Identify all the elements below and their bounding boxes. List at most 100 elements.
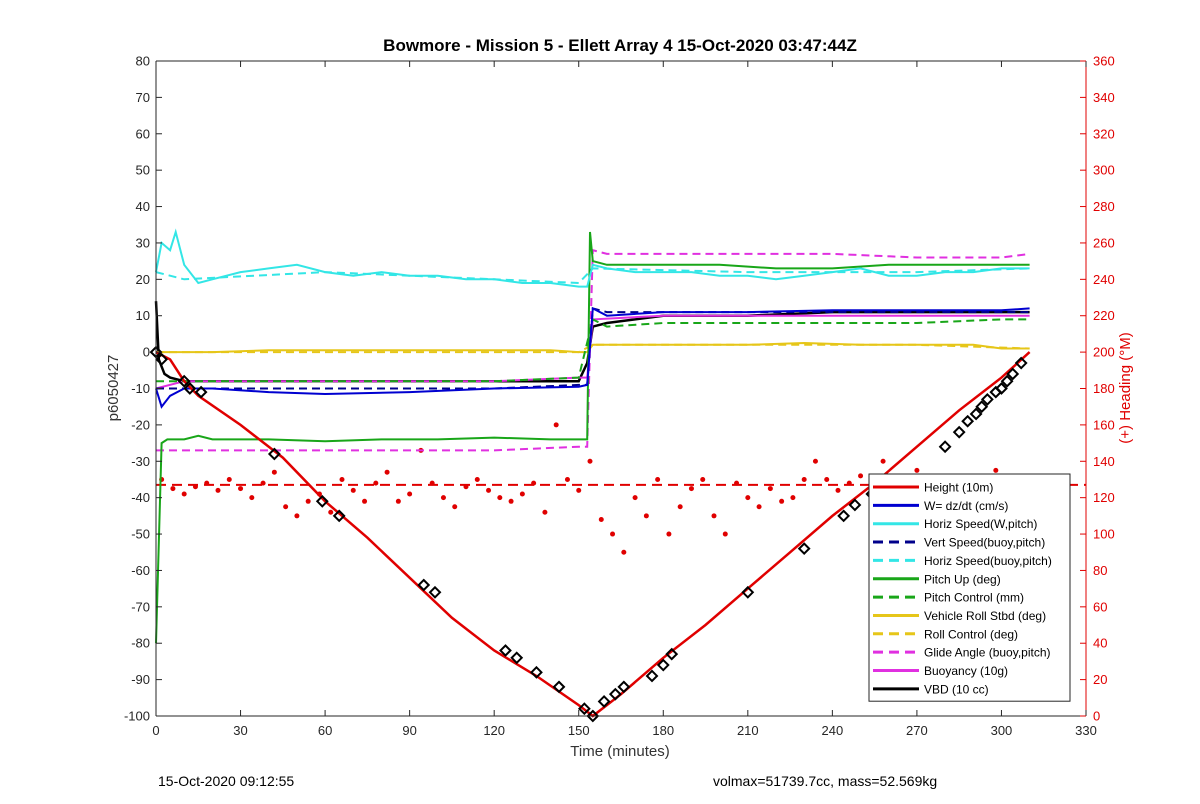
y-tick-label-left: -50: [131, 527, 150, 542]
series-horiz-speed-w-pitch: [155, 228, 1030, 288]
y-tick-label-left: -10: [131, 381, 150, 396]
waypoint-marker: [797, 542, 811, 556]
waypoint-marker: [552, 680, 566, 694]
y-tick-label-right: 120: [1093, 490, 1115, 505]
x-tick-label: 240: [822, 723, 844, 738]
x-tick-label: 330: [1075, 723, 1097, 738]
y-tick-label-right: 240: [1093, 272, 1115, 287]
y-tick-label-left: -30: [131, 454, 150, 469]
y-tick-label-right: 300: [1093, 163, 1115, 178]
heading-point: [812, 458, 818, 464]
heading-point: [452, 504, 458, 510]
heading-point: [564, 476, 570, 482]
y-axis-label-right: (+) Heading (°M): [1117, 332, 1134, 443]
y-tick-label-left: -80: [131, 636, 150, 651]
y-tick-label-right: 320: [1093, 126, 1115, 141]
heading-point: [666, 531, 672, 537]
heading-point: [711, 513, 717, 519]
waypoint-marker: [969, 407, 983, 421]
heading-point: [745, 495, 751, 501]
waypoint-marker: [417, 578, 431, 592]
footer-date: 15-Oct-2020 09:12:55: [158, 773, 295, 789]
legend: Height (10m) W= dz/dt (cm/s) Horiz Speed(W…: [868, 473, 1071, 702]
heading-point: [283, 504, 289, 510]
waypoint-marker: [155, 352, 169, 366]
y-tick-label-right: 260: [1093, 235, 1115, 250]
waypoint-marker: [510, 651, 524, 665]
heading-point: [542, 509, 548, 515]
heading-point: [632, 495, 638, 501]
heading-point: [486, 487, 492, 493]
y-tick-label-left: -100: [124, 709, 150, 724]
heading-point: [407, 491, 413, 497]
heading-point: [655, 476, 661, 482]
heading-point: [339, 476, 345, 482]
heading-point: [756, 504, 762, 510]
series-vehicle-roll-stbd-deg: [156, 341, 1030, 354]
heading-point: [722, 531, 728, 537]
x-tick-label: 180: [652, 723, 674, 738]
waypoint-marker: [597, 695, 611, 708]
waypoint-marker: [656, 658, 670, 672]
heading-point: [474, 476, 480, 482]
heading-point: [858, 473, 864, 479]
waypoint-marker: [499, 644, 512, 657]
y-tick-label-right: 180: [1093, 381, 1115, 396]
waypoint-marker: [194, 385, 208, 399]
y-tick-label-left: 60: [136, 126, 150, 141]
legend-entry: Horiz Speed(W,pitch): [924, 517, 1037, 531]
x-tick-label: 210: [737, 723, 759, 738]
heading-point: [294, 513, 300, 519]
heading-point: [463, 484, 469, 490]
y-tick-label-right: 60: [1093, 599, 1107, 614]
heading-point: [238, 486, 244, 492]
y-tick-label-right: 0: [1093, 709, 1100, 724]
legend-entry: Horiz Speed(buoy,pitch): [924, 554, 1052, 568]
waypoint-marker: [267, 447, 281, 461]
series-glide-angle-buoy-pitch: [156, 248, 1030, 452]
heading-point: [362, 498, 368, 504]
waypoint-marker: [980, 393, 994, 406]
legend-entry: Roll Control (deg): [924, 627, 1018, 641]
legend-entry: Pitch Up (deg): [924, 572, 1001, 586]
y-tick-label-left: 80: [136, 54, 150, 69]
heading-point: [531, 480, 537, 486]
waypoint-marker: [1014, 356, 1028, 370]
heading-point: [350, 487, 356, 493]
y-tick-label-left: 20: [136, 272, 150, 287]
y-tick-label-right: 160: [1093, 417, 1115, 432]
heading-point: [790, 495, 796, 501]
y-tick-label-left: 50: [136, 163, 150, 178]
waypoint-marker: [975, 400, 989, 414]
x-tick-label: 30: [233, 723, 247, 738]
y-tick-label-left: -60: [131, 563, 150, 578]
waypoint-marker: [995, 382, 1008, 395]
heading-point: [328, 509, 334, 515]
heading-point: [700, 476, 706, 482]
heading-point: [440, 495, 446, 501]
heading-point: [395, 498, 401, 504]
y-tick-label-right: 220: [1093, 308, 1115, 323]
x-tick-label: 150: [568, 723, 590, 738]
legend-entry: Buoyancy (10g): [924, 664, 1008, 678]
heading-point: [734, 480, 740, 486]
y-tick-label-left: 10: [136, 308, 150, 323]
legend-entry: Height (10m): [924, 481, 993, 495]
heading-point: [688, 486, 694, 492]
x-tick-label: 120: [483, 723, 505, 738]
y-tick-label-right: 360: [1093, 54, 1115, 69]
heading-point: [779, 498, 785, 504]
x-tick-label: 270: [906, 723, 928, 738]
waypoint-marker: [315, 494, 329, 508]
axes-layer: 0 30 60 90 120 150 180 210 240 270 300 330807060504…: [124, 54, 1115, 739]
heading-point: [384, 469, 390, 475]
heading-point: [429, 480, 435, 486]
footer-volume-mass: volmax=51739.7cc, mass=52.569kg: [713, 773, 938, 789]
waypoint-marker: [177, 374, 191, 388]
heading-point: [846, 480, 852, 486]
y-tick-label-right: 340: [1093, 90, 1115, 105]
waypoint-marker: [530, 665, 543, 679]
waypoint-marker: [665, 647, 679, 661]
legend-entry: Glide Angle (buoy,pitch): [924, 646, 1051, 660]
waypoint-marker: [428, 585, 442, 599]
